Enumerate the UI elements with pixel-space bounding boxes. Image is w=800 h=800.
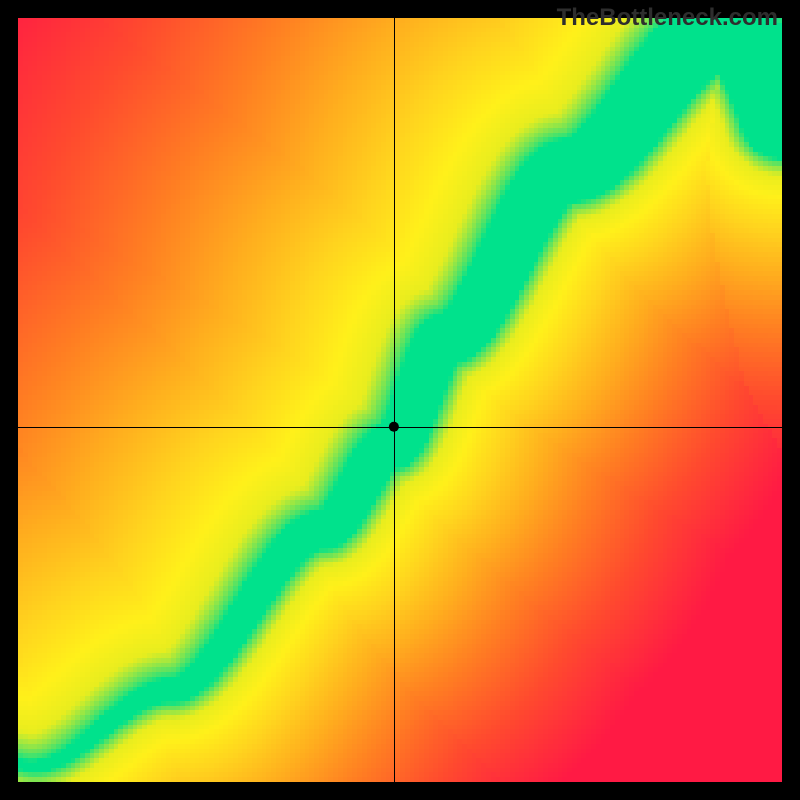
watermark-text: TheBottleneck.com	[557, 4, 778, 32]
chart-container: TheBottleneck.com	[0, 0, 800, 800]
bottleneck-heatmap	[0, 0, 800, 800]
